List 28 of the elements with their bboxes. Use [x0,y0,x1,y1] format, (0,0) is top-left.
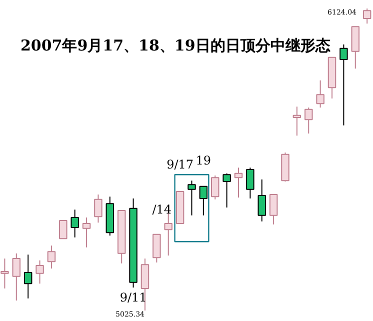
candlestick [199,186,208,216]
candlestick [70,209,79,238]
annotation: 19 [196,153,212,168]
candlestick [210,175,220,200]
candlestick [258,178,266,222]
candlestick [47,245,56,270]
annotation: /14 [152,202,172,216]
candlestick [362,8,372,24]
text: 2007年9月17、18、19日的日顶分中继形态 [20,36,330,54]
candlestick [304,107,313,134]
candlestick [82,216,91,248]
candlestick [152,234,161,263]
candlestick [340,44,348,126]
annotation: 9/17 [166,158,194,172]
candlestick [269,194,278,225]
candlestick [59,220,68,240]
candlestick [36,260,44,284]
candlestick [222,172,231,208]
candlestick [316,80,324,108]
annotation: 9/11 [120,290,147,305]
candlestick [246,167,254,199]
candlestick [188,180,196,216]
candlestick [292,106,302,136]
candlestick [12,252,21,302]
candlestick [94,194,102,224]
candlestick [234,167,243,198]
candlestick [0,258,9,289]
candlestick [24,254,32,299]
